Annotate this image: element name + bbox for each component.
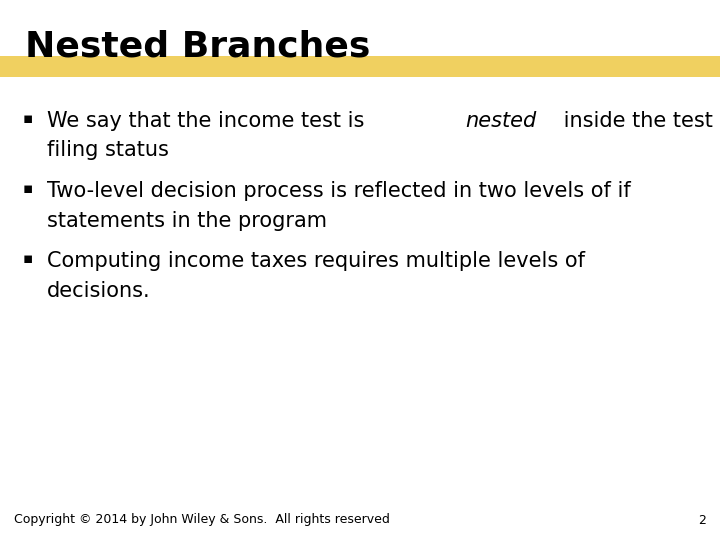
Text: statements in the program: statements in the program	[47, 211, 327, 231]
Text: nested: nested	[465, 111, 536, 131]
Text: Nested Branches: Nested Branches	[25, 30, 371, 64]
Text: We say that the income test is: We say that the income test is	[47, 111, 371, 131]
Text: inside the test for: inside the test for	[557, 111, 720, 131]
Text: ▪: ▪	[23, 181, 33, 196]
Text: 2: 2	[698, 514, 706, 526]
Text: filing status: filing status	[47, 140, 168, 160]
Text: Two-level decision process is reflected in two levels of if: Two-level decision process is reflected …	[47, 181, 631, 201]
FancyBboxPatch shape	[0, 56, 720, 77]
Text: Copyright © 2014 by John Wiley & Sons.  All rights reserved: Copyright © 2014 by John Wiley & Sons. A…	[14, 514, 390, 526]
Text: ▪: ▪	[23, 251, 33, 266]
Text: Computing income taxes requires multiple levels of: Computing income taxes requires multiple…	[47, 251, 585, 271]
Text: decisions.: decisions.	[47, 281, 150, 301]
Text: ▪: ▪	[23, 111, 33, 126]
